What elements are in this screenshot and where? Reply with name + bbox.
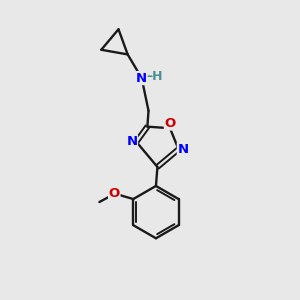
- Text: N: N: [136, 72, 147, 85]
- Text: O: O: [164, 117, 175, 130]
- Text: N: N: [177, 143, 188, 156]
- Text: –H: –H: [146, 70, 162, 83]
- Text: O: O: [109, 187, 120, 200]
- Text: N: N: [126, 135, 137, 148]
